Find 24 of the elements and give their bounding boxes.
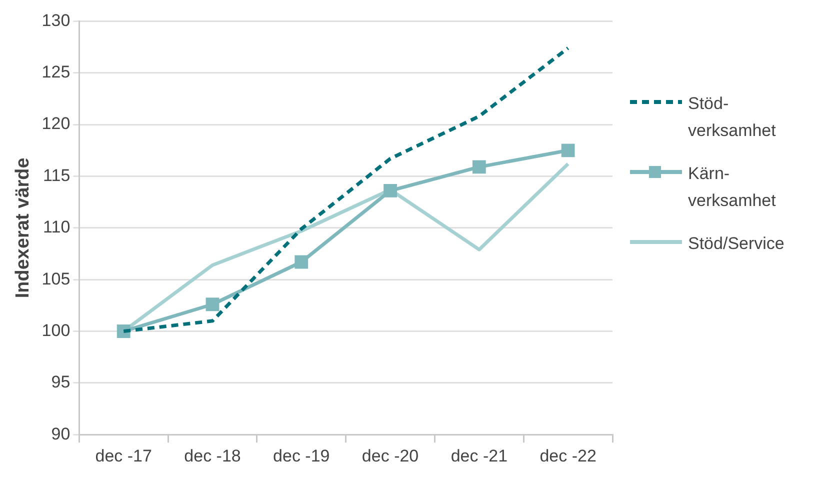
y-tick-label: 120 bbox=[42, 114, 70, 134]
point bbox=[384, 184, 397, 198]
point bbox=[206, 298, 220, 312]
x-tick-label: dec -22 bbox=[540, 446, 596, 466]
y-tick-label: 115 bbox=[43, 166, 70, 185]
y-tick-label: 95 bbox=[51, 372, 70, 392]
y-axis-title: Indexerat värde bbox=[12, 158, 34, 298]
y-tick-label: 125 bbox=[42, 62, 70, 82]
y-tick-label: 105 bbox=[42, 269, 70, 288]
x-tick-label: dec -17 bbox=[95, 446, 152, 466]
legend-label: Stöd-verksamhet bbox=[688, 93, 777, 142]
y-tick-label: 130 bbox=[42, 10, 70, 30]
y-tick-label: 110 bbox=[43, 218, 70, 237]
point bbox=[472, 160, 486, 174]
legend-label: Kärn-verksamhet bbox=[688, 163, 777, 212]
y-tick-label: 100 bbox=[42, 320, 70, 340]
x-tick-label: dec -21 bbox=[450, 446, 508, 466]
x-tick-label: dec -20 bbox=[362, 446, 419, 466]
point bbox=[294, 255, 308, 269]
legend-label: Stöd/Service bbox=[688, 233, 786, 255]
point bbox=[561, 144, 575, 158]
x-tick-label: dec -19 bbox=[273, 446, 330, 466]
x-tick-label: dec -18 bbox=[184, 446, 241, 466]
y-tick-label: 90 bbox=[51, 424, 70, 444]
